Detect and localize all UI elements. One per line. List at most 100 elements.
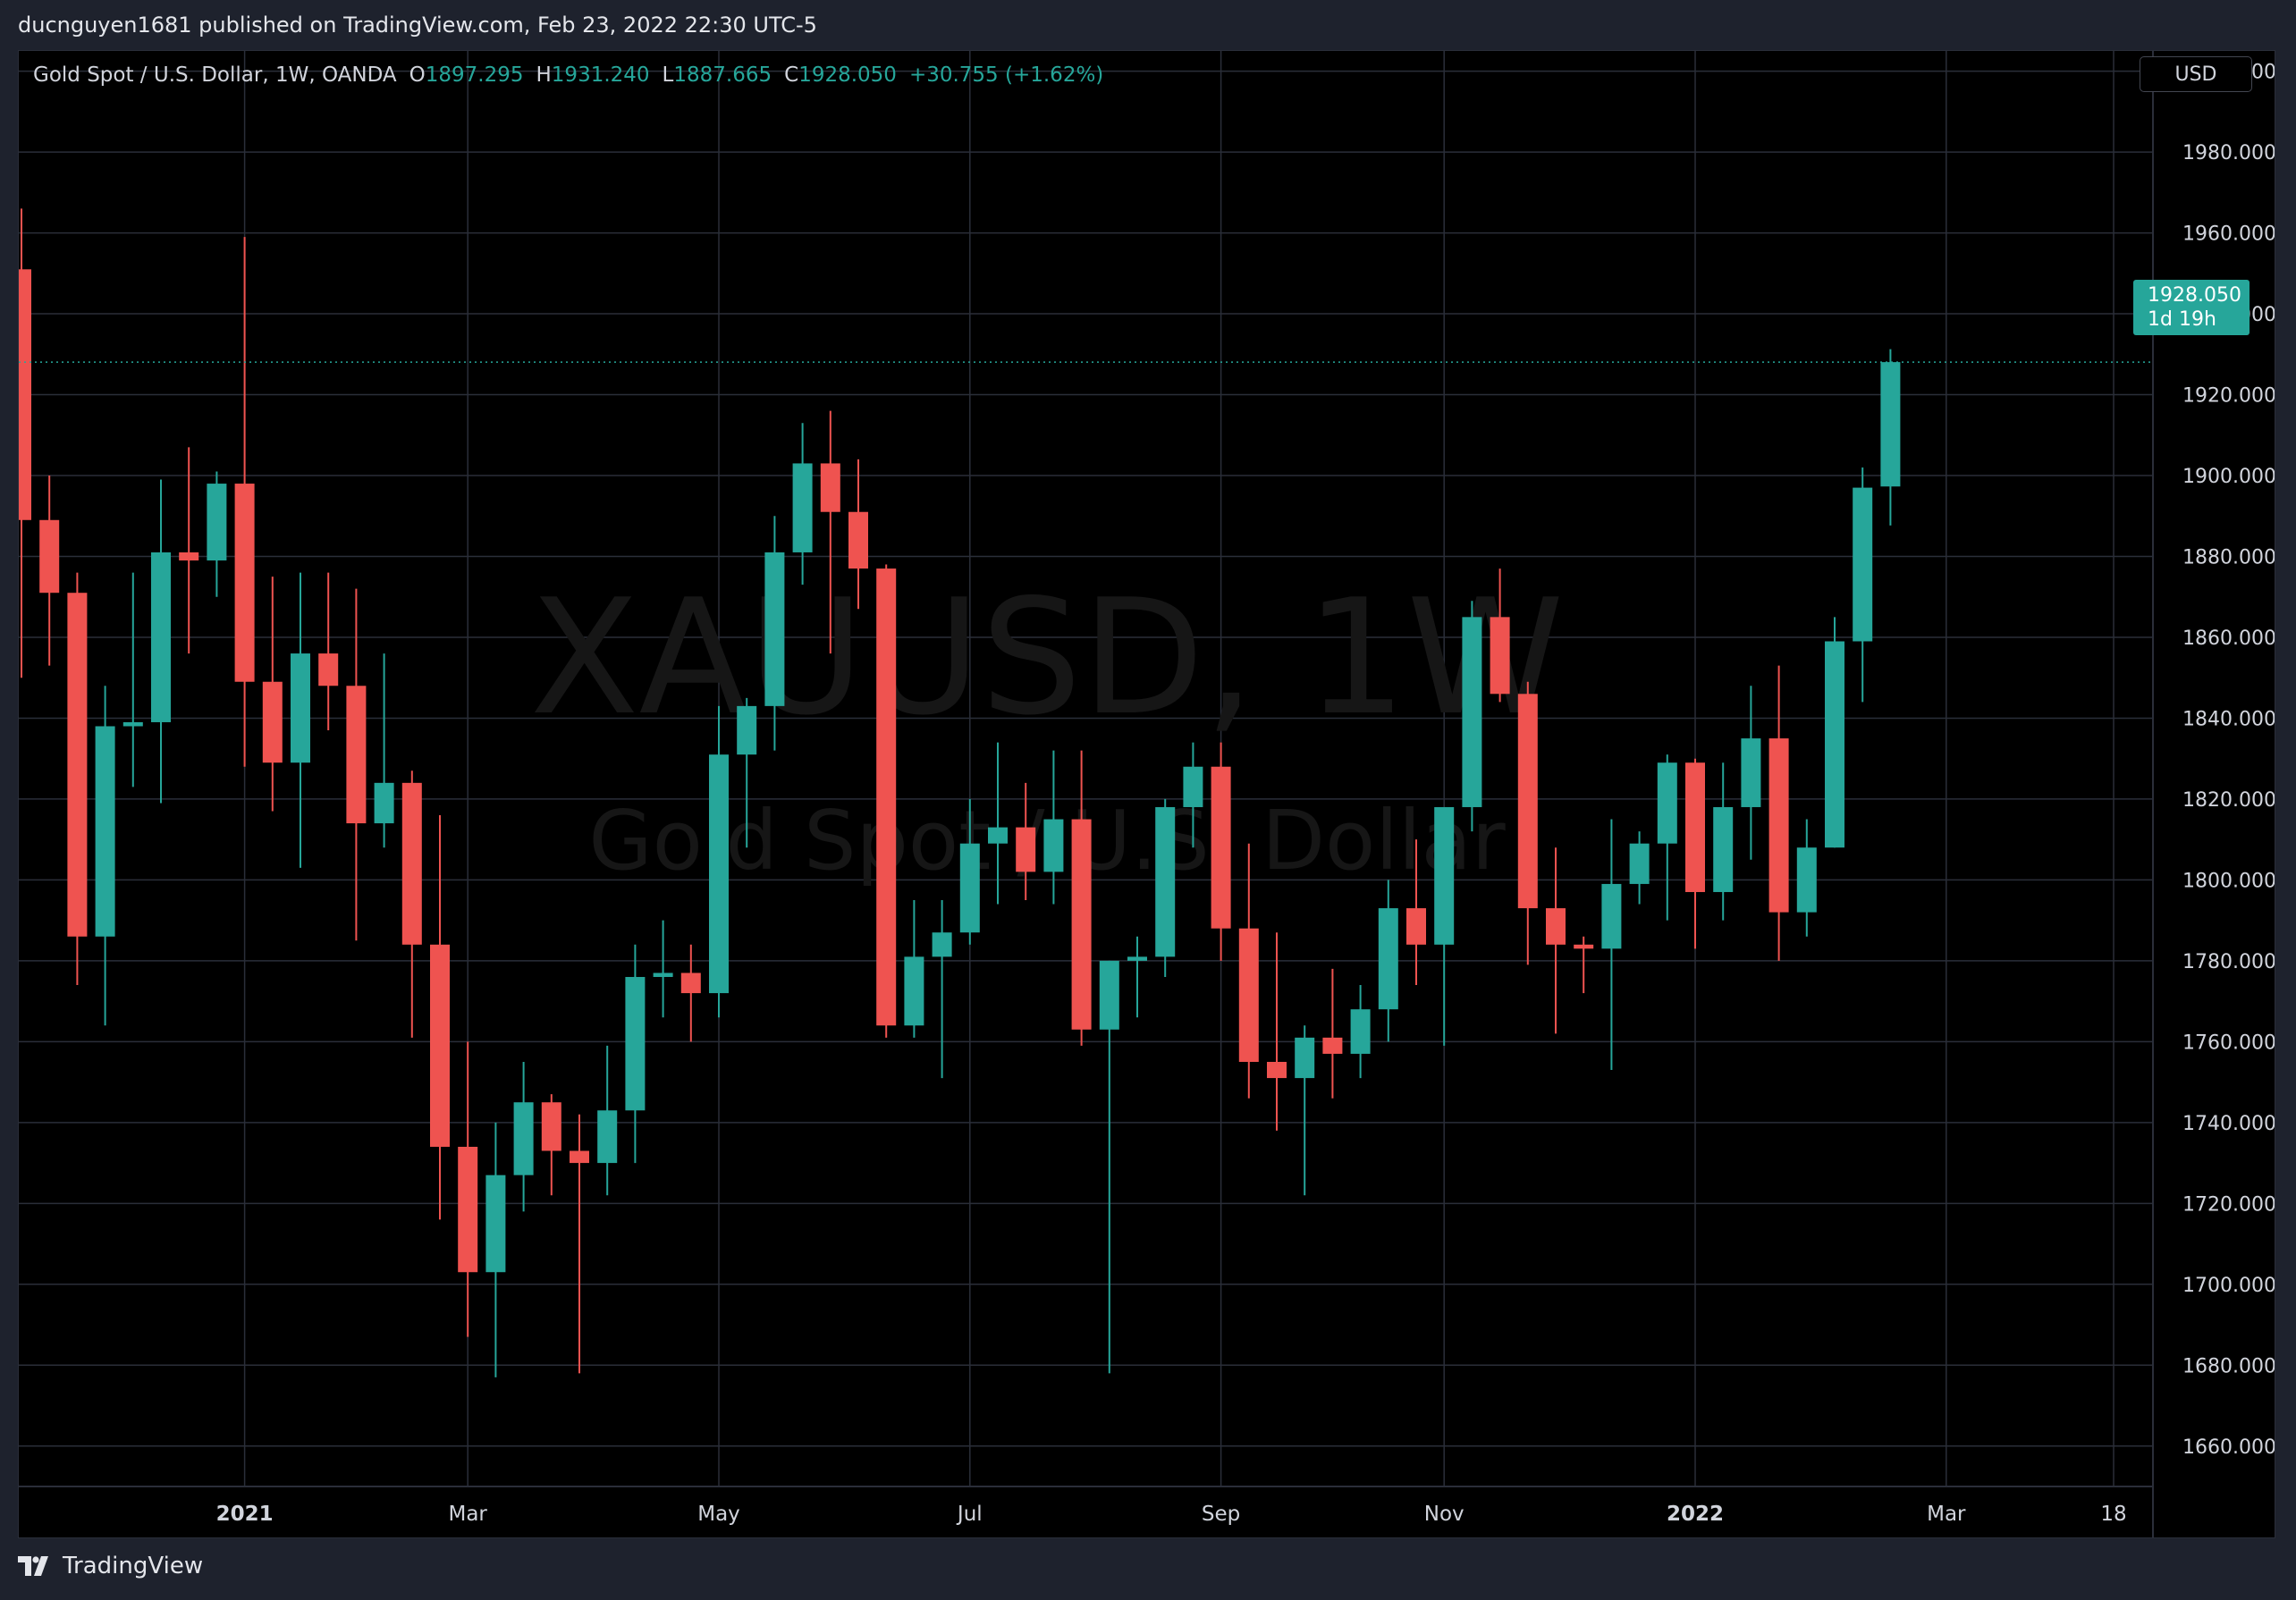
candle-bullish[interactable] xyxy=(764,516,785,751)
candle-bearish[interactable] xyxy=(1406,839,1426,986)
candle-bearish[interactable] xyxy=(262,577,283,812)
time-tick-label: 2021 xyxy=(216,1503,274,1526)
candle-bearish[interactable] xyxy=(848,459,868,610)
candle-bullish[interactable] xyxy=(1657,754,1677,921)
candle-body xyxy=(1071,819,1092,1030)
candle-bearish[interactable] xyxy=(1490,568,1510,703)
candle-bearish[interactable] xyxy=(19,208,31,678)
candle-bullish[interactable] xyxy=(1853,467,1873,703)
candle-bullish[interactable] xyxy=(513,1061,534,1212)
bar-countdown: 1d 19h xyxy=(2148,308,2216,331)
candle-body xyxy=(1853,487,1873,642)
candle-body xyxy=(1350,1009,1371,1054)
candle-bullish[interactable] xyxy=(95,686,115,1026)
candle-bearish[interactable] xyxy=(1685,758,1705,949)
candle-bullish[interactable] xyxy=(1434,806,1455,1046)
price-tick-label: 1680.000 xyxy=(2182,1355,2275,1377)
candle-bullish[interactable] xyxy=(1713,762,1734,921)
candle-bullish[interactable] xyxy=(1741,686,1761,860)
candle-bullish[interactable] xyxy=(1880,349,1901,526)
price-tick-label: 1840.000 xyxy=(2182,708,2275,730)
candle-body xyxy=(1238,928,1259,1062)
candle-bearish[interactable] xyxy=(234,237,255,767)
candle-bullish[interactable] xyxy=(1295,1025,1315,1196)
price-tick-label: 1700.000 xyxy=(2182,1275,2275,1297)
candle-bullish[interactable] xyxy=(653,920,673,1018)
candle-bullish[interactable] xyxy=(1378,880,1398,1042)
candle-body xyxy=(234,484,255,682)
candle-bullish[interactable] xyxy=(988,742,1008,905)
price-tick-label: 1780.000 xyxy=(2182,951,2275,973)
price-tick-label: 1800.000 xyxy=(2182,870,2275,892)
candle-bearish[interactable] xyxy=(1546,847,1566,1034)
candle-bullish[interactable] xyxy=(1825,617,1844,848)
tradingview-brand[interactable]: TradingView xyxy=(18,1553,203,1579)
candle-bearish[interactable] xyxy=(430,815,450,1220)
candlestick-chart[interactable]: XAUUSD, 1W Gold Spot / U.S. Dollar 1660.… xyxy=(19,51,2275,1537)
candle-bearish[interactable] xyxy=(39,476,60,666)
chart-container[interactable]: XAUUSD, 1W Gold Spot / U.S. Dollar 1660.… xyxy=(18,50,2275,1538)
candle-bullish[interactable] xyxy=(625,944,646,1164)
currency-selector[interactable]: USD xyxy=(2140,56,2252,92)
watermark: XAUUSD, 1W Gold Spot / U.S. Dollar xyxy=(530,565,1565,888)
candle-bullish[interactable] xyxy=(932,900,952,1079)
candle-bearish[interactable] xyxy=(1768,665,1789,961)
candle-bullish[interactable] xyxy=(1183,742,1203,848)
candle-bullish[interactable] xyxy=(1796,819,1817,937)
candle-body xyxy=(570,1150,589,1164)
candle-bearish[interactable] xyxy=(541,1094,561,1196)
candle-bullish[interactable] xyxy=(792,423,813,585)
candle-bearish[interactable] xyxy=(1517,681,1538,965)
candle-bearish[interactable] xyxy=(401,771,422,1038)
candle-bearish[interactable] xyxy=(680,944,701,1042)
ohlc-legend: Gold Spot / U.S. Dollar, 1W, OANDA O1897.… xyxy=(33,63,1103,87)
candle-bearish[interactable] xyxy=(67,572,88,986)
candles xyxy=(19,208,1901,1377)
candle-bullish[interactable] xyxy=(1099,960,1119,1374)
candle-body xyxy=(19,269,31,520)
candle-bearish[interactable] xyxy=(318,572,339,731)
candle-bearish[interactable] xyxy=(570,1114,589,1374)
candle-bullish[interactable] xyxy=(151,479,171,804)
candle-bearish[interactable] xyxy=(1574,936,1594,994)
candle-bearish[interactable] xyxy=(1211,742,1231,961)
candle-bearish[interactable] xyxy=(346,588,367,941)
candle-bearish[interactable] xyxy=(1071,750,1092,1046)
candle-bullish[interactable] xyxy=(1127,936,1147,1018)
candle-bullish[interactable] xyxy=(597,1045,618,1196)
candle-bullish[interactable] xyxy=(737,697,757,848)
symbol-description[interactable]: Gold Spot / U.S. Dollar, 1W, OANDA xyxy=(33,63,397,87)
candle-body xyxy=(709,754,729,994)
candle-body xyxy=(151,552,171,722)
candle-bullish[interactable] xyxy=(207,471,227,597)
candle-body xyxy=(1657,762,1677,844)
candle-body xyxy=(1127,956,1147,961)
candle-bullish[interactable] xyxy=(1601,819,1622,1071)
candle-body xyxy=(67,593,88,937)
candle-bullish[interactable] xyxy=(1043,750,1064,905)
candle-bullish[interactable] xyxy=(485,1122,506,1377)
candle-bearish[interactable] xyxy=(1016,782,1036,901)
candle-bearish[interactable] xyxy=(1238,843,1259,1099)
candle-bullish[interactable] xyxy=(291,572,310,868)
candle-bullish[interactable] xyxy=(904,900,924,1038)
candle-bullish[interactable] xyxy=(709,705,729,1018)
low-value: 1887.665 xyxy=(673,63,772,87)
candle-bearish[interactable] xyxy=(1267,932,1287,1131)
candle-bullish[interactable] xyxy=(1155,798,1176,977)
candle-bearish[interactable] xyxy=(820,410,840,654)
candle-bullish[interactable] xyxy=(1462,601,1482,832)
candle-bullish[interactable] xyxy=(959,798,980,945)
candle-bullish[interactable] xyxy=(1629,831,1650,905)
candle-body xyxy=(262,681,283,763)
candle-bearish[interactable] xyxy=(458,1041,478,1337)
candle-bearish[interactable] xyxy=(179,447,199,654)
candle-bearish[interactable] xyxy=(876,564,897,1038)
published-by-text: ducnguyen1681 published on TradingView.c… xyxy=(18,13,817,38)
high-value: 1931.240 xyxy=(551,63,650,87)
candle-bullish[interactable] xyxy=(374,653,394,848)
price-tick-label: 1900.000 xyxy=(2182,466,2275,488)
candle-bullish[interactable] xyxy=(122,572,143,787)
candle-bullish[interactable] xyxy=(1350,985,1371,1079)
candle-bearish[interactable] xyxy=(1322,968,1343,1099)
